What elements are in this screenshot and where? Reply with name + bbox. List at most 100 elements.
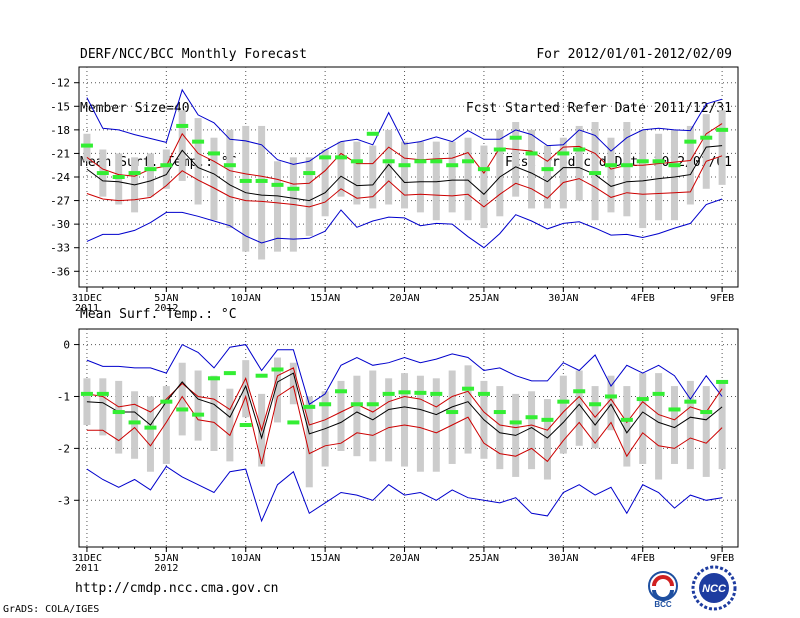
median-marker	[589, 171, 602, 176]
x-tick-label: 9FEB	[710, 293, 734, 304]
ensemble-box	[432, 141, 440, 221]
ensemble-box	[146, 153, 154, 197]
median-marker	[80, 391, 93, 396]
ensemble-box	[416, 141, 424, 213]
median-marker	[652, 159, 665, 164]
ensemble-box	[702, 386, 710, 477]
median-marker	[668, 407, 681, 412]
median-marker	[112, 175, 125, 179]
ensemble-box	[464, 365, 472, 454]
median-marker	[509, 135, 522, 140]
median-marker	[223, 371, 236, 376]
bcc-logo: BCC	[648, 571, 678, 608]
median-marker	[287, 186, 300, 191]
series-line-max	[86, 343, 723, 406]
median-marker	[255, 373, 268, 378]
forecast-period: For 2012/01/01-2012/02/09	[536, 47, 732, 62]
median-marker	[255, 178, 268, 183]
x-tick-label: 15JAN	[310, 553, 340, 564]
median-marker	[319, 402, 332, 407]
ensemble-box	[146, 396, 154, 472]
median-marker	[335, 155, 348, 160]
chart-title: DERF/NCC/BCC Monthly Forecast	[80, 47, 307, 62]
median-marker	[350, 402, 363, 407]
median-marker	[160, 399, 173, 404]
x-tick-label: 30JAN	[548, 293, 578, 304]
median-marker	[112, 410, 125, 415]
y-tick-label: -18	[50, 124, 70, 137]
x-tick-label: 25JAN	[469, 553, 499, 564]
median-marker	[192, 139, 205, 144]
ensemble-box	[639, 129, 647, 229]
x-tick-label: 15JAN	[310, 293, 340, 304]
ensemble-box	[226, 129, 234, 229]
y-tick-label: -24	[50, 171, 70, 184]
ensemble-box	[353, 375, 361, 457]
x-tick-label: 5JAN	[154, 553, 178, 564]
ensemble-box	[655, 133, 663, 221]
median-marker	[96, 171, 109, 176]
footer-url[interactable]: http://cmdp.ncc.cma.gov.cn	[75, 581, 279, 596]
ensemble-box	[242, 125, 250, 252]
x-tick-label: 31DEC	[72, 293, 102, 304]
median-marker	[335, 389, 348, 394]
x-tick-label: 20JAN	[389, 553, 419, 564]
ensemble-box	[686, 380, 694, 470]
median-marker	[620, 417, 633, 422]
x-tick-year: 2011	[75, 563, 99, 574]
median-marker	[636, 397, 649, 402]
median-marker	[80, 143, 93, 148]
median-marker	[446, 163, 459, 168]
y-tick-label: -1	[57, 390, 70, 403]
median-marker	[477, 391, 490, 396]
median-marker	[652, 391, 665, 396]
median-marker	[176, 123, 189, 128]
median-marker	[223, 163, 236, 168]
median-marker	[350, 159, 363, 164]
series-line-min	[86, 198, 723, 249]
median-marker	[684, 139, 697, 144]
median-marker	[239, 423, 252, 428]
x-tick-label: 4FEB	[631, 293, 655, 304]
median-marker	[541, 167, 554, 172]
median-marker	[366, 131, 379, 136]
median-marker	[398, 390, 411, 395]
median-marker	[366, 402, 379, 407]
plot-frame	[78, 328, 739, 548]
ensemble-box	[575, 125, 583, 201]
y-tick-label: -33	[50, 242, 70, 255]
ensemble-box	[337, 380, 345, 451]
median-marker	[382, 159, 395, 164]
ensemble-box	[258, 125, 266, 260]
median-marker	[160, 163, 173, 168]
ensemble-box	[718, 380, 726, 470]
y-tick-label: -15	[50, 100, 70, 113]
ensemble-box	[528, 391, 536, 470]
median-marker	[557, 399, 570, 404]
x-tick-label: 20JAN	[389, 293, 419, 304]
ensemble-box	[575, 370, 583, 446]
ensemble-box	[321, 149, 329, 217]
ensemble-box	[702, 114, 710, 189]
ensemble-box	[194, 118, 202, 205]
median-marker	[446, 410, 459, 415]
series-line-q75	[86, 367, 723, 432]
median-marker	[716, 379, 729, 384]
median-marker	[636, 159, 649, 164]
series-line-q25	[86, 155, 723, 208]
median-marker	[477, 167, 490, 172]
median-marker	[604, 394, 617, 399]
median-marker	[604, 163, 617, 168]
bcc-logo-text: BCC	[654, 600, 672, 608]
median-marker	[303, 171, 316, 176]
median-marker	[684, 399, 697, 404]
ensemble-box	[496, 386, 504, 470]
median-marker	[493, 410, 506, 415]
median-marker	[430, 159, 443, 164]
ensemble-box	[273, 357, 281, 423]
ensemble-box	[670, 386, 678, 464]
series-line-mean	[86, 145, 723, 202]
series-line-mean	[86, 372, 723, 440]
median-marker	[509, 420, 522, 425]
